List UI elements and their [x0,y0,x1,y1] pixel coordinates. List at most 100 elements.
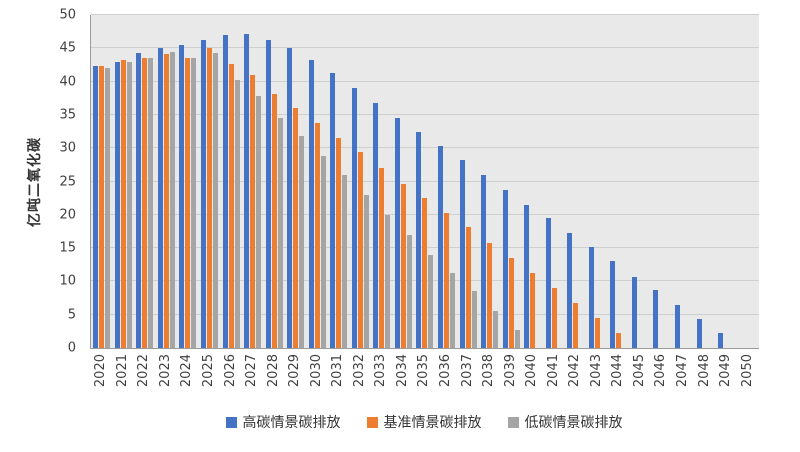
bar-high-2043 [588,246,594,348]
x-label-cell: 2026 [219,350,241,396]
bar-baseline-2036 [444,213,450,348]
bar-low-2025 [213,52,218,348]
bar-baseline-2030 [314,122,320,348]
y-tick-label: 45 [59,40,76,56]
bar-high-2021 [114,61,120,348]
x-tick-label: 2027 [244,354,260,388]
bar-baseline-2025 [207,48,212,348]
x-label-cell: 2031 [327,350,349,396]
bar-high-2039 [502,189,508,348]
x-tick-label: 2028 [265,354,281,388]
bar-low-2024 [191,57,197,348]
bar-group-2044 [608,15,630,348]
legend-item-baseline: 基准情景碳排放 [366,412,482,432]
x-label-cell: 2037 [456,350,478,396]
bar-high-2031 [330,72,336,348]
bar-baseline-2023 [163,53,169,348]
x-label-cell: 2034 [392,350,414,396]
bar-group-2040 [522,15,544,348]
x-label-cell: 2050 [736,350,758,396]
bar-low-2037 [471,291,477,348]
x-tick-label: 2022 [136,354,152,388]
bar-low-2039 [514,330,520,348]
bar-low-2033 [385,214,391,348]
x-label-cell: 2049 [715,350,737,396]
bar-low-2023 [169,51,175,348]
bar-high-2027 [244,33,250,348]
legend-swatch-low [507,416,519,428]
bar-group-2036 [436,15,458,348]
x-tick-label: 2024 [179,354,195,388]
x-label-cell: 2048 [693,350,715,396]
x-label-cell: 2021 [112,350,134,396]
bar-low-2022 [148,58,154,348]
bar-high-2037 [459,160,465,348]
x-label-cell: 2028 [262,350,284,396]
bar-group-2050 [737,15,759,348]
x-label-cell: 2044 [607,350,629,396]
bar-group-2035 [414,15,436,348]
bar-baseline-2039 [508,258,514,348]
bar-baseline-2020 [99,65,105,348]
bar-high-2025 [201,40,206,348]
bar-group-2037 [457,15,479,348]
bar-low-2026 [234,79,240,348]
bar-high-2036 [438,146,444,348]
x-tick-label: 2038 [481,354,497,388]
bar-baseline-2038 [487,242,493,348]
bar-group-2028 [263,15,285,348]
bar-baseline-2032 [357,152,363,348]
x-tick-label: 2040 [524,354,540,388]
y-tick-label: 10 [59,273,76,289]
bar-group-2030 [306,15,328,348]
x-tick-label: 2042 [567,354,583,388]
bar-low-2020 [105,68,111,348]
x-tick-label: 2032 [351,354,367,388]
bar-group-2038 [479,15,501,348]
bar-baseline-2033 [379,168,385,348]
bar-baseline-2041 [551,288,557,348]
bar-low-2028 [277,118,283,348]
legend: 高碳情景碳排放 基准情景碳排放 低碳情景碳排放 [90,412,758,432]
bar-low-2029 [299,136,305,348]
bar-low-2036 [450,272,456,348]
bar-high-2048 [696,318,702,348]
gridline [91,14,759,15]
x-tick-label: 2041 [545,354,561,388]
bar-high-2020 [93,66,99,348]
bar-low-2034 [406,234,412,348]
x-tick-label: 2048 [696,354,712,388]
x-label-cell: 2040 [521,350,543,396]
bar-baseline-2044 [616,332,622,348]
bar-group-2049 [716,15,738,348]
y-tick-label: 35 [59,107,76,123]
gridline [91,147,759,149]
gridline [91,80,759,82]
y-tick-label: 50 [59,7,76,23]
bar-low-2032 [363,194,369,348]
x-label-cell: 2030 [305,350,327,396]
bar-group-2029 [285,15,307,348]
x-label-cell: 2046 [650,350,672,396]
bar-baseline-2028 [271,93,277,348]
x-tick-label: 2039 [502,354,518,388]
x-tick-label: 2020 [93,354,109,388]
bar-group-2032 [350,15,372,348]
bar-baseline-2034 [400,183,406,348]
x-label-cell: 2029 [284,350,306,396]
y-tick-label: 0 [67,340,76,356]
bar-high-2044 [610,261,616,348]
x-label-cell: 2033 [370,350,392,396]
x-tick-label: 2023 [157,354,173,388]
bar-low-2035 [428,254,434,348]
bar-high-2034 [394,117,400,348]
x-tick-label: 2046 [653,354,669,388]
bar-group-2043 [587,15,609,348]
plot-area [90,14,759,349]
x-label-cell: 2043 [586,350,608,396]
bar-group-2039 [500,15,522,348]
x-label-cell: 2032 [349,350,371,396]
legend-item-high: 高碳情景碳排放 [225,412,341,432]
bars-layer [91,15,759,348]
